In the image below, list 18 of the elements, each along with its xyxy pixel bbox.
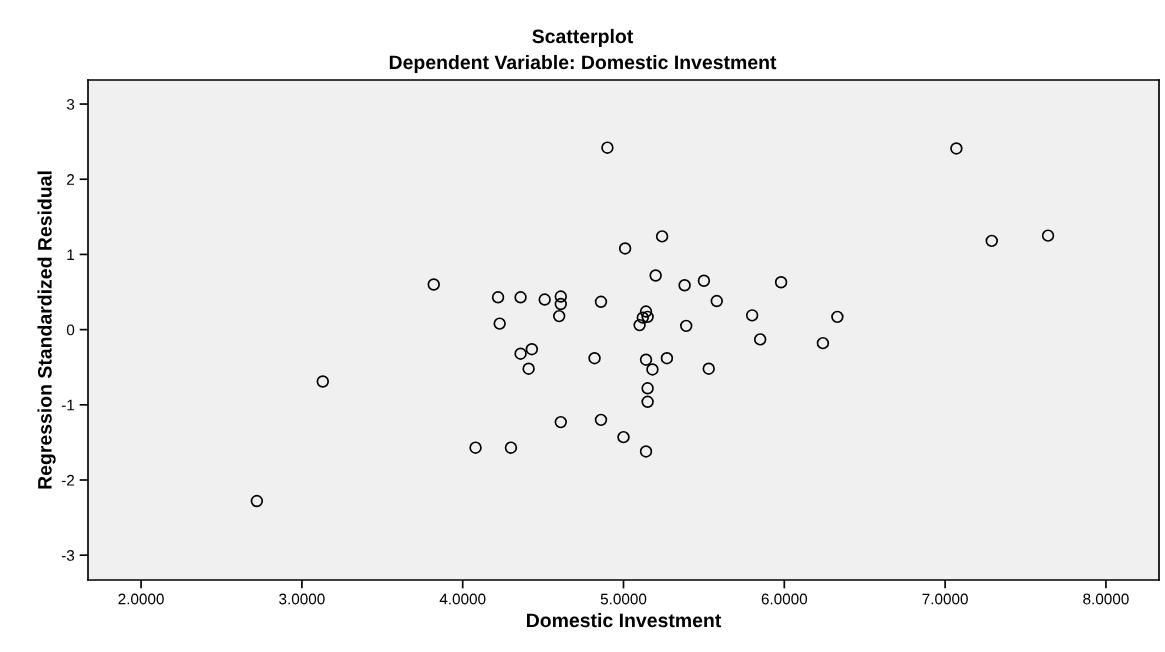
x-axis-title: Domestic Investment	[527, 612, 722, 628]
y-tick-label: 2	[67, 174, 75, 185]
y-tick-label: 0	[66, 324, 75, 336]
x-tick-label: 5.0000	[600, 593, 647, 605]
chart-title: Scatterplot	[532, 28, 634, 48]
x-tick-label: 7.0000	[922, 593, 968, 605]
y-tick-label: 1	[67, 249, 75, 260]
y-tick-label: -1	[61, 399, 75, 411]
y-tick-label: 3	[66, 98, 75, 110]
chart-subtitle: Dependent Variable: Domestic Investment	[389, 54, 777, 74]
x-tick-label: 6.0000	[761, 593, 808, 605]
y-tick-label: -2	[61, 474, 75, 486]
y-axis-title: Regression Standardized Residual	[37, 171, 56, 489]
x-tick-label: 2.0000	[118, 593, 164, 605]
x-tick-label: 8.0000	[1083, 593, 1129, 605]
x-tick-label: 4.0000	[439, 593, 486, 605]
y-tick-label: -3	[61, 550, 75, 561]
x-tick-label: 3.0000	[279, 593, 325, 605]
